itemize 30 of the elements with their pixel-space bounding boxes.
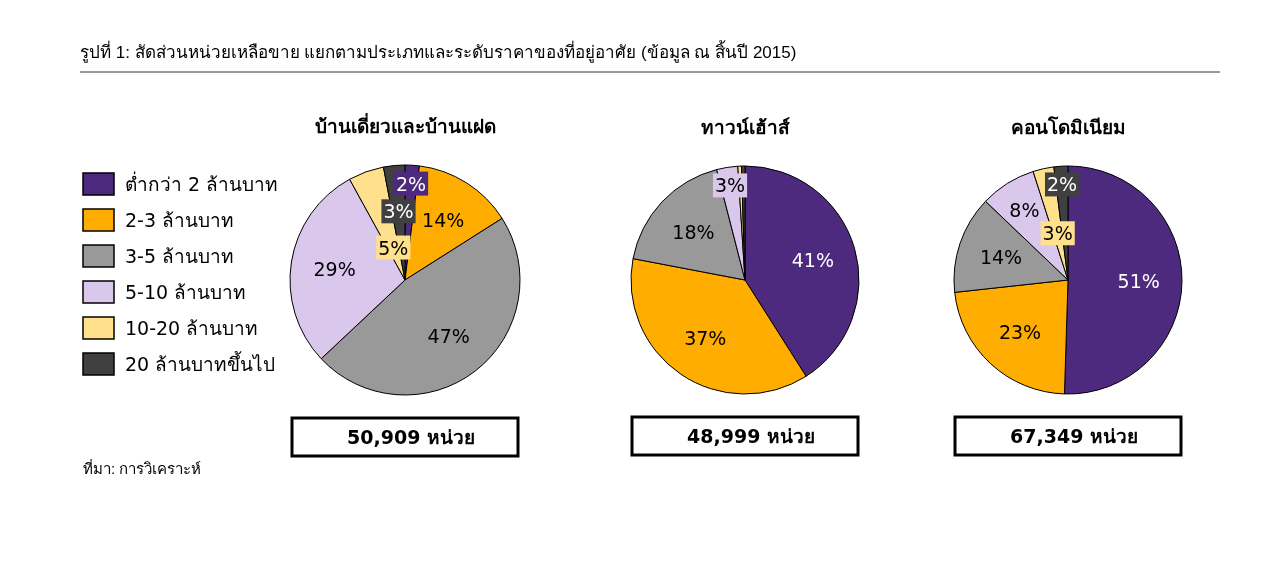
text: 48,999 หน่วย <box>687 425 815 447</box>
data-label: 2% <box>395 172 427 195</box>
data-label: 5% <box>378 236 409 259</box>
legend-label: 2-3 ล้านบาท <box>125 209 235 231</box>
legend-label: 5-10 ล้านบาท <box>125 281 247 303</box>
chart-title: ทาวน์เฮ้าส์ <box>700 116 790 138</box>
text: 50,909 หน่วย <box>347 426 475 448</box>
legend-label: 3-5 ล้านบาท <box>125 245 235 267</box>
chart-title: บ้านเดี่ยวและบ้านแฝด <box>314 113 496 137</box>
text: ที่มา: การวิเคราะห์ <box>83 458 202 477</box>
data-label: 37% <box>684 327 727 350</box>
chart-title: คอนโดมิเนียม <box>1010 116 1126 138</box>
data-label: 3% <box>1042 222 1073 245</box>
data-label: 51% <box>1117 270 1160 293</box>
data-label: 2% <box>1046 173 1078 196</box>
text: รูปที่ 1: สัดส่วนหน่วยเหลือขาย แยกตามประเภทและระดับราคาของที่อยู่อาศัย (ข้อมูล ณ สิ้นปี 2015) <box>80 40 797 63</box>
data-label: 29% <box>313 257 356 280</box>
data-label: 8% <box>1009 199 1040 222</box>
data-label: 14% <box>422 208 465 231</box>
data-label: 18% <box>672 220 715 243</box>
legend-label: 10-20 ล้านบาท <box>125 317 259 339</box>
legend-label: ต่ำกว่า 2 ล้านบาท <box>125 171 279 195</box>
text: 67,349 หน่วย <box>1010 425 1138 447</box>
data-label: 41% <box>791 249 834 272</box>
data-label: 23% <box>998 320 1042 343</box>
data-label: 14% <box>979 246 1023 269</box>
data-label: 47% <box>427 325 470 348</box>
legend-label: 20 ล้านบาทขึ้นไป <box>125 351 276 375</box>
data-label: 3% <box>714 174 746 197</box>
data-label: 3% <box>383 200 414 223</box>
